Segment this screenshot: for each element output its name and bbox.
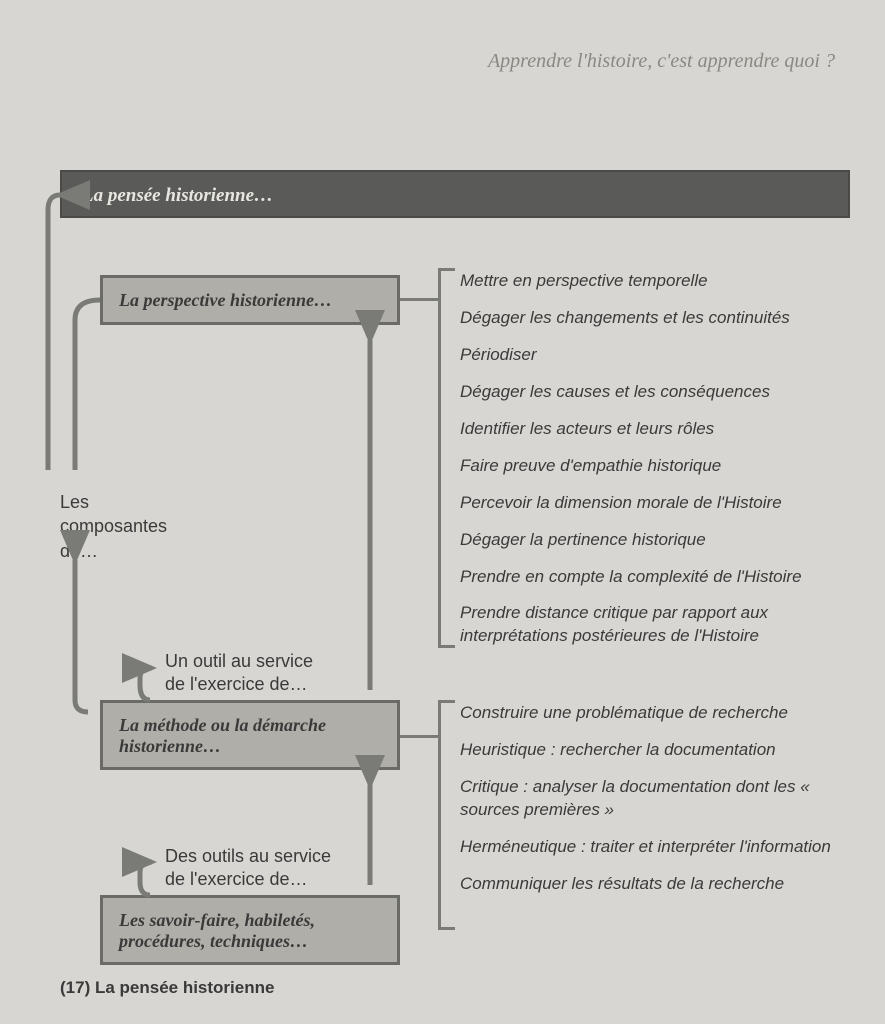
label-outils: Des outils au servicede l'exercice de… xyxy=(165,845,331,892)
connector-methode xyxy=(400,735,438,738)
list-item: Communiquer les résultats de la recherch… xyxy=(460,873,860,896)
title-bar: La pensée historienne… xyxy=(60,170,850,218)
list-item: Identifier les acteurs et leurs rôles xyxy=(460,418,860,441)
box-perspective: La perspective historienne… xyxy=(100,275,400,325)
list-item: Faire preuve d'empathie historique xyxy=(460,455,860,478)
list-item: Prendre en compte la complexité de l'His… xyxy=(460,566,860,589)
list-item: Périodiser xyxy=(460,344,860,367)
list-item: Dégager la pertinence historique xyxy=(460,529,860,552)
bracket-methode xyxy=(438,700,441,930)
list-methode: Construire une problématique de recherch… xyxy=(460,702,860,910)
list-item: Construire une problématique de recherch… xyxy=(460,702,860,725)
label-outil: Un outil au servicede l'exercice de… xyxy=(165,650,313,697)
list-item: Critique : analyser la documentation don… xyxy=(460,776,860,822)
list-item: Dégager les changements et les continuit… xyxy=(460,307,860,330)
list-item: Mettre en perspective temporelle xyxy=(460,270,860,293)
box-savoir: Les savoir-faire, habiletés, procédures,… xyxy=(100,895,400,965)
connector-perspective xyxy=(400,298,438,301)
list-perspective: Mettre en perspective temporelle Dégager… xyxy=(460,270,860,662)
list-item: Percevoir la dimension morale de l'Histo… xyxy=(460,492,860,515)
label-composantes: Lescomposantesde… xyxy=(60,490,167,563)
list-item: Dégager les causes et les conséquences xyxy=(460,381,860,404)
list-item: Herméneutique : traiter et interpréter l… xyxy=(460,836,860,859)
box-methode: La méthode ou la démarche historienne… xyxy=(100,700,400,770)
figure-caption: (17) La pensée historienne xyxy=(60,978,274,998)
list-item: Prendre distance critique par rapport au… xyxy=(460,602,860,648)
page-header: Apprendre l'histoire, c'est apprendre qu… xyxy=(488,50,835,73)
bracket-perspective xyxy=(438,268,441,648)
list-item: Heuristique : rechercher la documentatio… xyxy=(460,739,860,762)
